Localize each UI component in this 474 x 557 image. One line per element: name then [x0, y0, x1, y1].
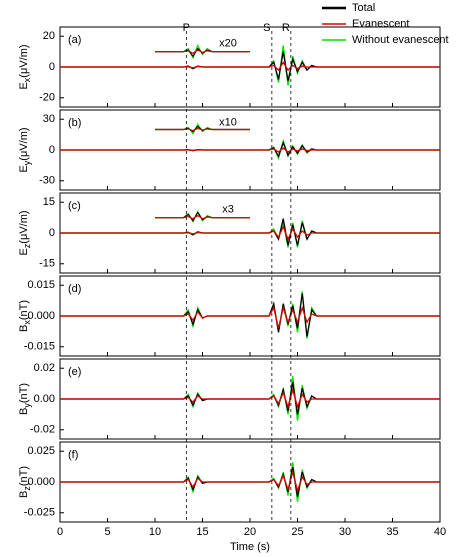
panel-label: (a) — [68, 34, 81, 46]
x-tick-label: 30 — [339, 526, 351, 538]
y-tick-label: 15 — [43, 196, 55, 208]
y-label-symbol: E — [18, 248, 30, 255]
inset-trace — [155, 127, 250, 132]
y-axis-label: Ey(μV/m) — [18, 127, 32, 172]
y-tick-label: 30 — [43, 113, 55, 125]
trace — [60, 218, 440, 246]
trace — [60, 293, 440, 337]
y-label-unit: (nT) — [18, 383, 30, 403]
x-tick-label: 15 — [196, 526, 208, 538]
y-tick-label: 0 — [49, 144, 55, 156]
y-tick-label: 0.02 — [34, 362, 55, 374]
y-axis-label: Bx(nT) — [18, 300, 32, 332]
panel-label: (f) — [68, 449, 78, 461]
inset-trace — [155, 211, 250, 222]
y-label-unit: (nT) — [18, 466, 30, 486]
inset-label: x20 — [219, 37, 237, 49]
y-label-subscript: y — [22, 403, 32, 408]
trace — [60, 387, 440, 409]
y-tick-label: 20 — [43, 30, 55, 42]
y-tick-label: 0.025 — [27, 445, 55, 457]
trace — [60, 375, 440, 421]
y-tick-label: -0.015 — [24, 341, 55, 353]
legend-label: Evanescent — [352, 18, 409, 30]
x-tick-label: 35 — [386, 526, 398, 538]
x-tick-label: 25 — [291, 526, 303, 538]
panel-label: (c) — [68, 200, 81, 212]
y-axis-label: Ex(μV/m) — [18, 44, 32, 89]
phase-label: R — [282, 22, 290, 34]
y-axis-label: By(nT) — [18, 383, 32, 415]
y-tick-label: -0.02 — [30, 424, 55, 436]
y-axis-label: Bz(nT) — [18, 466, 32, 498]
trace — [60, 381, 440, 415]
phase-label: P — [183, 22, 190, 34]
x-axis-label: Time (s) — [230, 541, 270, 553]
y-tick-label: 0 — [49, 61, 55, 73]
legend-label: Without evanescent — [352, 34, 449, 46]
y-tick-label: 0.015 — [27, 279, 55, 291]
y-label-unit: (μV/m) — [18, 44, 30, 77]
y-label-symbol: E — [18, 165, 30, 172]
trace — [60, 469, 440, 493]
y-label-subscript: y — [22, 160, 32, 165]
inset-trace — [155, 214, 250, 220]
y-label-subscript: z — [22, 243, 32, 248]
y-label-unit: (μV/m) — [18, 127, 30, 160]
y-label-subscript: x — [22, 320, 32, 325]
y-tick-label: 0 — [49, 227, 55, 239]
trace — [60, 305, 440, 329]
panel-label: (e) — [68, 366, 81, 378]
inset-trace — [155, 49, 250, 54]
trace — [60, 61, 440, 72]
y-label-symbol: B — [18, 325, 30, 332]
panel-label: (d) — [68, 283, 81, 295]
x-tick-label: 40 — [434, 526, 446, 538]
y-label-unit: (nT) — [18, 300, 30, 320]
trace — [60, 225, 440, 241]
y-label-symbol: E — [18, 82, 30, 89]
x-tick-label: 0 — [57, 526, 63, 538]
y-label-subscript: x — [22, 77, 32, 82]
x-tick-label: 10 — [149, 526, 161, 538]
trace — [60, 51, 440, 81]
x-tick-label: 20 — [244, 526, 256, 538]
panel-label: (b) — [68, 117, 81, 129]
y-label-symbol: B — [18, 491, 30, 498]
inset-label: x10 — [219, 116, 237, 128]
y-label-unit: (μV/m) — [18, 210, 30, 243]
y-tick-label: -30 — [39, 175, 55, 187]
phase-label: S — [263, 22, 270, 34]
y-tick-label: 0.00 — [34, 393, 55, 405]
y-axis-label: Ez(μV/m) — [18, 210, 32, 255]
y-tick-label: 0.000 — [27, 310, 55, 322]
legend-label: Total — [352, 2, 375, 14]
y-tick-label: -20 — [39, 92, 55, 104]
y-label-subscript: z — [22, 486, 32, 491]
trace — [60, 291, 440, 339]
trace — [60, 220, 440, 248]
y-label-symbol: B — [18, 408, 30, 415]
y-tick-label: -0.025 — [24, 507, 55, 519]
x-tick-label: 5 — [104, 526, 110, 538]
trace — [60, 147, 440, 153]
y-tick-label: 0.000 — [27, 476, 55, 488]
y-tick-label: -15 — [39, 258, 55, 270]
inset-label: x3 — [222, 203, 234, 215]
